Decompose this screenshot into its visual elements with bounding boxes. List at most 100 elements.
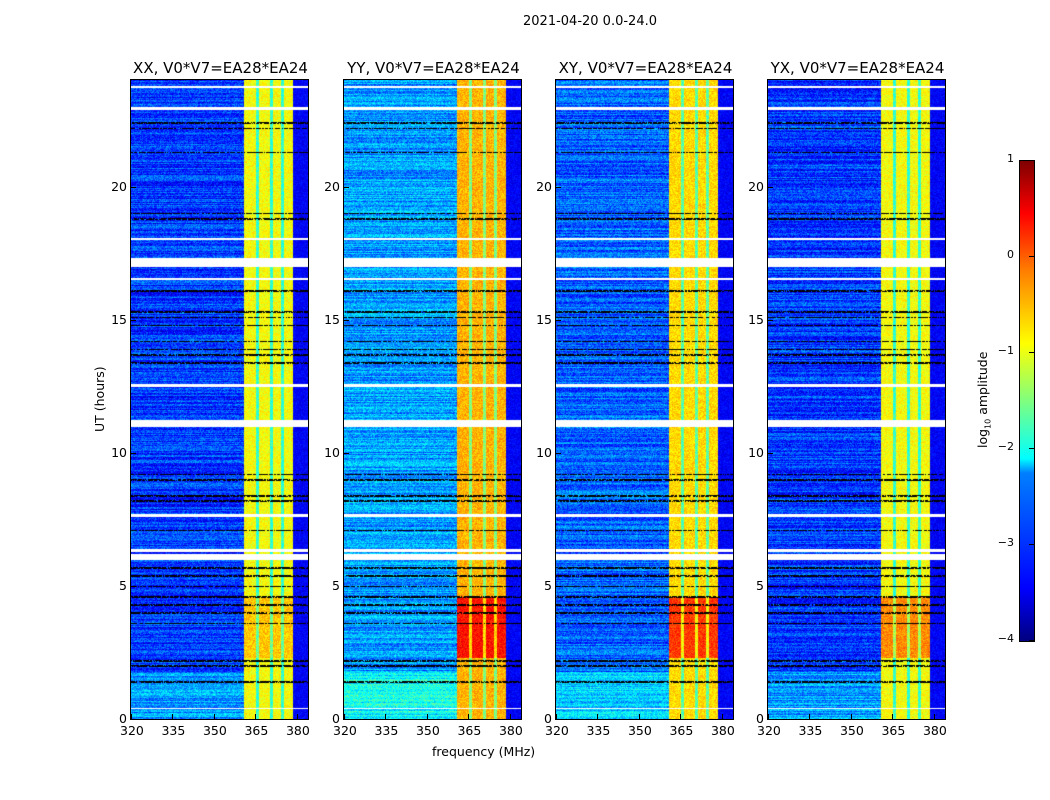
- y-tick-mark: [344, 319, 349, 321]
- y-tick-label: 5: [544, 577, 552, 593]
- x-tick-label: 335: [586, 723, 611, 738]
- panel-title: YX, V0*V7=EA28*EA24: [770, 59, 945, 77]
- heatmap-image: [768, 80, 945, 719]
- heatmap-image: [556, 80, 733, 719]
- x-tick-mark: [597, 714, 599, 719]
- x-tick-label: 365: [669, 723, 694, 738]
- colorbar: [1019, 160, 1035, 642]
- x-tick-mark: [680, 714, 682, 719]
- x-tick-mark: [638, 714, 640, 719]
- y-tick-label: 20: [324, 178, 340, 194]
- y-tick-label: 0: [544, 711, 552, 726]
- x-tick-label: 365: [244, 723, 269, 738]
- x-tick-label: 350: [202, 723, 227, 738]
- x-tick-label: 320: [545, 723, 569, 738]
- heatmap-panel-4: [767, 79, 946, 720]
- x-tick-label: 365: [881, 723, 906, 738]
- x-tick-mark: [344, 714, 345, 719]
- x-tick-mark: [426, 714, 428, 719]
- y-tick-label: 10: [324, 444, 340, 460]
- panel-title: XY, V0*V7=EA28*EA24: [558, 59, 733, 77]
- colorbar-label: log10 amplitude: [975, 352, 993, 448]
- colorbar-tick-mark: [1029, 160, 1034, 161]
- colorbar-tick-label: 1: [1007, 152, 1014, 165]
- x-tick-label: 380: [498, 723, 523, 738]
- x-tick-label: 335: [374, 723, 399, 738]
- x-tick-mark: [468, 714, 470, 719]
- colorbar-tick-label: −4: [997, 632, 1014, 645]
- y-tick-mark: [768, 186, 773, 188]
- y-tick-mark: [768, 452, 773, 454]
- y-tick-label: 15: [324, 311, 340, 327]
- x-tick-label: 350: [839, 723, 864, 738]
- y-tick-label: 20: [748, 178, 764, 194]
- y-tick-label: 10: [536, 444, 552, 460]
- x-tick-label: 380: [922, 723, 947, 738]
- x-tick-mark: [131, 714, 132, 719]
- x-tick-mark: [809, 714, 811, 719]
- y-tick-mark: [131, 319, 136, 321]
- panel-title: YY, V0*V7=EA28*EA24: [347, 59, 520, 77]
- colorbar-tick-label: −3: [997, 536, 1014, 549]
- colorbar-tick-label: −1: [997, 344, 1014, 357]
- y-tick-mark: [344, 452, 349, 454]
- y-tick-mark: [556, 319, 561, 321]
- y-tick-mark: [768, 719, 773, 720]
- x-tick-mark: [721, 714, 723, 719]
- heatmap-panel-3: [555, 79, 734, 720]
- figure-title: 2021-04-20 0.0-24.0: [523, 14, 657, 29]
- y-tick-label: 5: [332, 577, 340, 593]
- y-axis-label: UT (hours): [92, 366, 107, 432]
- colorbar-tick-mark: [1029, 640, 1034, 641]
- x-tick-label: 350: [415, 723, 440, 738]
- x-tick-mark: [509, 714, 511, 719]
- heatmap-image: [344, 80, 521, 719]
- x-tick-mark: [296, 714, 298, 719]
- y-tick-mark: [131, 186, 136, 188]
- y-tick-mark: [344, 719, 349, 720]
- x-tick-label: 380: [710, 723, 735, 738]
- x-tick-label: 320: [333, 723, 357, 738]
- colorbar-tick-mark: [1029, 448, 1034, 449]
- y-tick-label: 0: [756, 711, 764, 726]
- x-tick-mark: [892, 714, 894, 719]
- colorbar-label-log: log: [975, 428, 990, 448]
- x-tick-label: 365: [457, 723, 482, 738]
- x-tick-mark: [385, 714, 387, 719]
- x-tick-mark: [556, 714, 557, 719]
- x-tick-label: 350: [627, 723, 652, 738]
- x-tick-mark: [255, 714, 257, 719]
- x-tick-label: 335: [798, 723, 823, 738]
- y-tick-mark: [131, 719, 136, 720]
- colorbar-label-sub: 10: [983, 418, 993, 429]
- y-tick-mark: [556, 452, 561, 454]
- y-tick-mark: [556, 719, 561, 720]
- y-tick-label: 20: [536, 178, 552, 194]
- y-tick-mark: [344, 585, 349, 587]
- y-tick-mark: [131, 585, 136, 587]
- y-tick-mark: [131, 452, 136, 454]
- y-tick-label: 5: [119, 577, 127, 593]
- y-tick-mark: [344, 186, 349, 188]
- y-tick-mark: [556, 585, 561, 587]
- heatmap-panel-1: [130, 79, 309, 720]
- colorbar-tick-label: 0: [1007, 248, 1014, 261]
- y-tick-label: 20: [111, 178, 127, 194]
- x-tick-label: 320: [757, 723, 781, 738]
- heatmap-panel-2: [343, 79, 522, 720]
- y-tick-label: 15: [536, 311, 552, 327]
- y-tick-label: 0: [119, 711, 127, 726]
- colorbar-tick-mark: [1029, 544, 1034, 545]
- y-tick-mark: [768, 585, 773, 587]
- y-tick-label: 0: [332, 711, 340, 726]
- x-tick-mark: [850, 714, 852, 719]
- x-tick-mark: [768, 714, 769, 719]
- y-tick-label: 15: [111, 311, 127, 327]
- y-tick-mark: [556, 186, 561, 188]
- y-tick-label: 5: [756, 577, 764, 593]
- x-axis-label: frequency (MHz): [432, 744, 536, 759]
- x-tick-mark: [213, 714, 215, 719]
- panel-title: XX, V0*V7=EA28*EA24: [133, 59, 308, 77]
- x-tick-label: 380: [285, 723, 310, 738]
